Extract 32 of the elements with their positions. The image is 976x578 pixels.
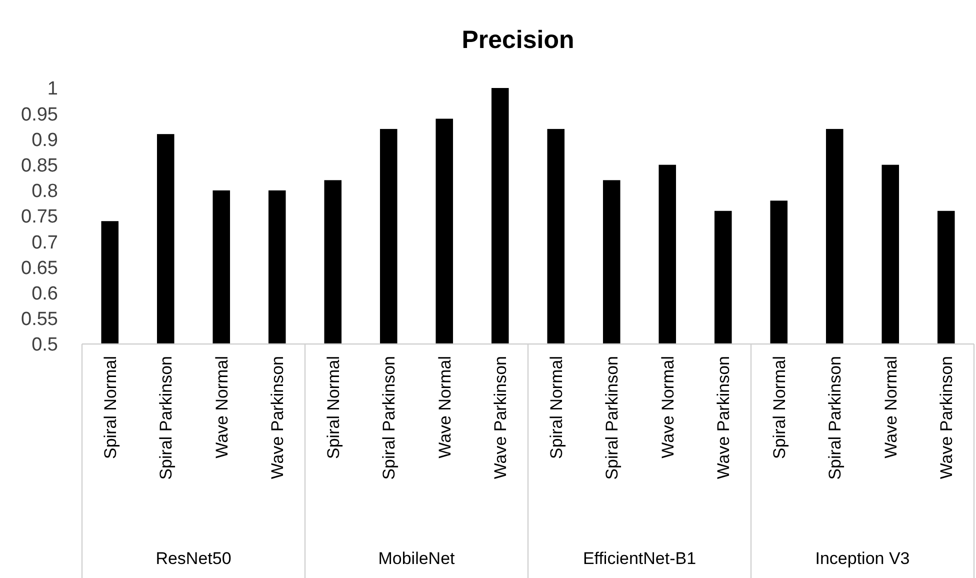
x-tick-label: Spiral Normal: [324, 356, 343, 459]
x-tick-label: Spiral Normal: [100, 356, 120, 459]
y-tick-label: 1: [47, 78, 58, 100]
x-tick-label: Wave Normal: [658, 356, 678, 458]
y-tick-label: 0.9: [32, 130, 58, 151]
y-tick-label: 0.8: [32, 181, 58, 202]
text: Inception V3: [815, 549, 910, 568]
chart-title: Precision: [462, 26, 574, 54]
y-tick-label: 0.65: [21, 258, 58, 279]
x-tick-label: Spiral Parkinson: [602, 356, 622, 480]
text: MobileNet: [378, 549, 456, 568]
x-tick-label: Wave Normal: [212, 356, 232, 458]
y-tick-label: 0.6: [32, 283, 58, 304]
y-tick-label: 0.7: [32, 232, 58, 254]
y-tick-label: 0.55: [21, 309, 58, 330]
y-tick-label: 0.95: [21, 104, 58, 126]
x-tick-label: Wave Normal: [881, 356, 900, 458]
y-tick-label: 0.75: [21, 206, 58, 228]
x-tick-label: Wave Normal: [435, 356, 454, 458]
x-tick-label: Spiral Normal: [546, 356, 566, 459]
y-tick-label: 0.5: [32, 334, 58, 356]
x-tick-label: Wave Parkinson: [268, 356, 288, 480]
x-tick-label: Spiral Normal: [770, 356, 789, 459]
text: EfficientNet-B1: [582, 549, 696, 568]
x-tick-label: Wave Parkinson: [491, 356, 510, 480]
y-tick-label: 0.85: [21, 155, 58, 176]
x-tick-label: Spiral Parkinson: [380, 356, 399, 480]
x-tick-label: Wave Parkinson: [937, 356, 956, 480]
x-tick-label: Spiral Parkinson: [826, 356, 845, 480]
x-tick-label: Spiral Parkinson: [156, 356, 176, 480]
text: ResNet50: [156, 549, 232, 568]
x-tick-label: Wave Parkinson: [714, 356, 734, 480]
